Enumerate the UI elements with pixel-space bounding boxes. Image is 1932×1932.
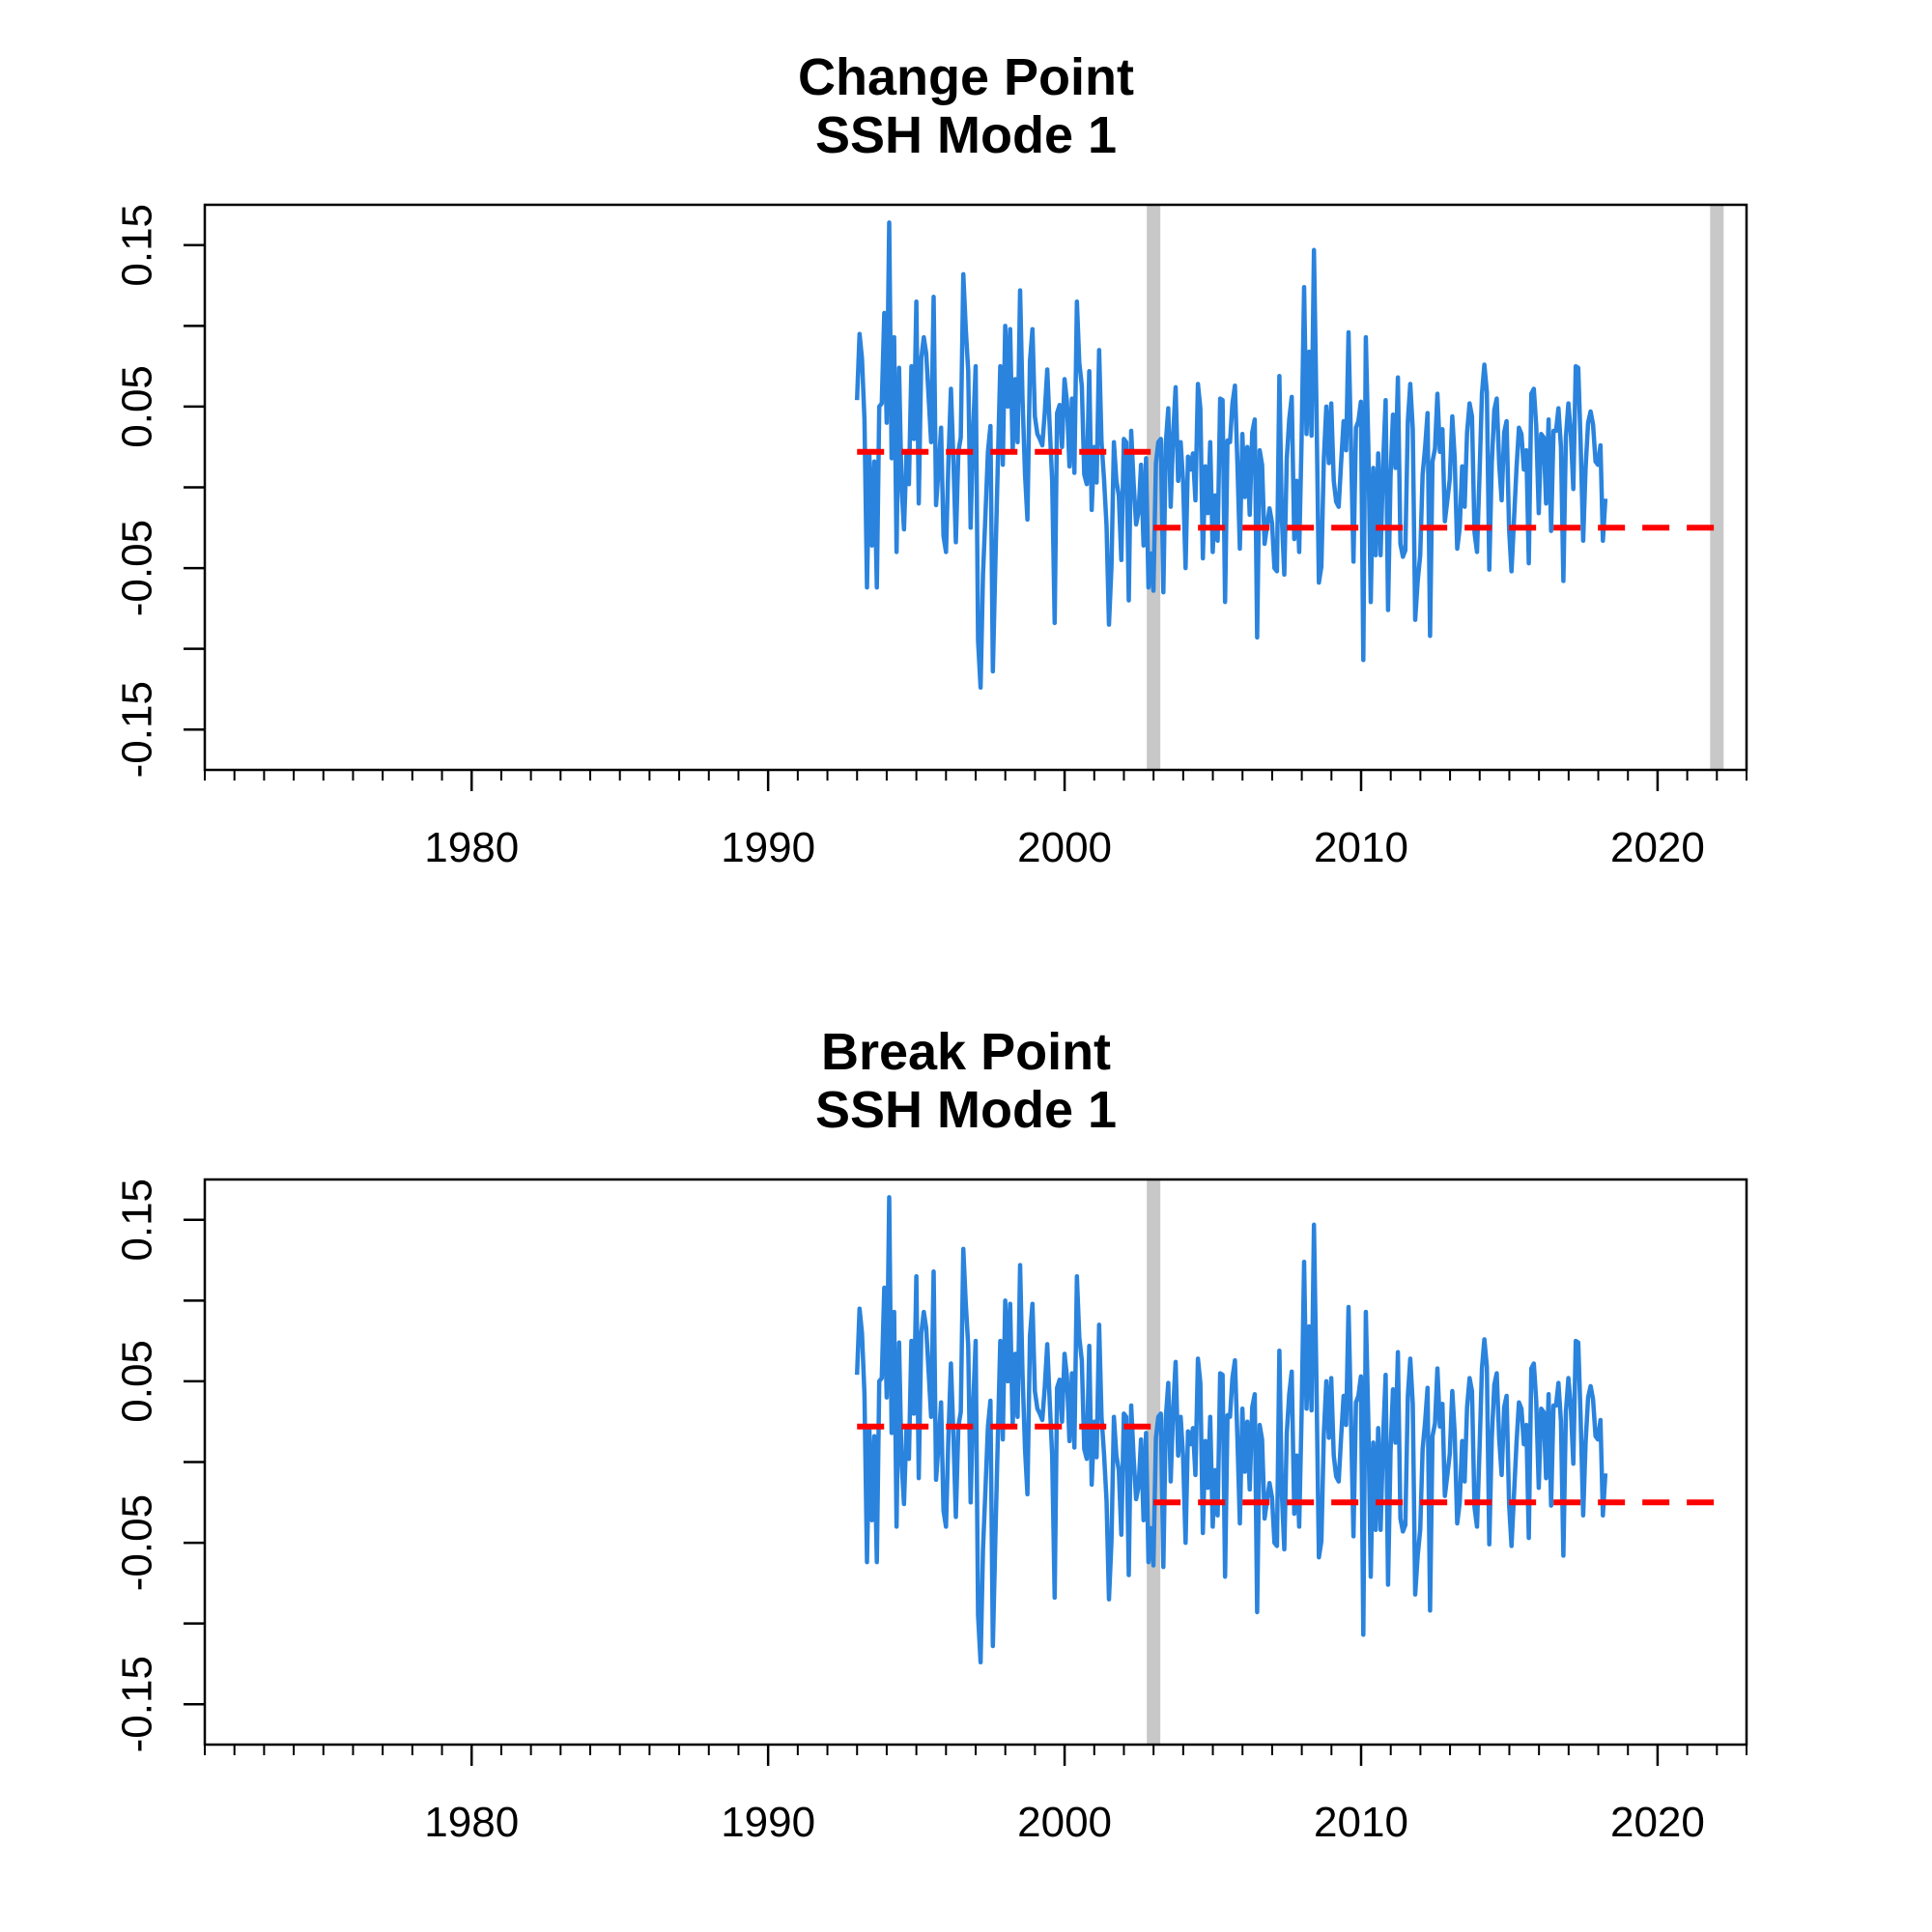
y-tick-label: 0.15 [114, 1179, 161, 1262]
x-tick-label: 2000 [1017, 824, 1112, 871]
chart-panel-break-point: Break Point SSH Mode 1 1980 1990 2000 2010 2… [114, 1023, 1748, 1846]
x-tick-label: 2010 [1314, 1799, 1408, 1846]
x-tick-label: 1990 [721, 824, 815, 871]
x-tick-label: 1980 [424, 824, 519, 871]
chart-title: Break Point [821, 1023, 1111, 1081]
x-tick-label: 1990 [721, 1799, 815, 1846]
x-tick-label: 1980 [424, 1799, 519, 1846]
chart-panel-change-point: Change Point SSH Mode 1 1980 1990 2000 2010… [114, 48, 1748, 871]
x-tick-label: 2020 [1610, 1799, 1705, 1846]
chart-subtitle: SSH Mode 1 [815, 106, 1117, 164]
y-tick-label: 0.15 [114, 204, 161, 287]
y-tick-label: -0.15 [114, 1656, 161, 1752]
y-tick-label: 0.05 [114, 365, 161, 448]
chart-subtitle: SSH Mode 1 [815, 1081, 1117, 1139]
y-tick-label: -0.15 [114, 681, 161, 778]
y-tick-label: -0.05 [114, 1494, 161, 1591]
y-tick-label: -0.05 [114, 520, 161, 616]
plot-area: 1980 1990 2000 2010 2020 -0.15 -0.05 0.05 0.15 [114, 1178, 1748, 1846]
y-tick-label: 0.05 [114, 1340, 161, 1423]
plot-area: 1980 1990 2000 2010 2020 -0.15 -0.05 0.05 0.15 [114, 203, 1748, 871]
x-tick-label: 2000 [1017, 1799, 1112, 1846]
chart-title: Change Point [798, 48, 1134, 106]
x-tick-label: 2010 [1314, 824, 1408, 871]
series-line [854, 1195, 1608, 1665]
series-line [854, 220, 1608, 691]
x-tick-label: 2020 [1610, 824, 1705, 871]
